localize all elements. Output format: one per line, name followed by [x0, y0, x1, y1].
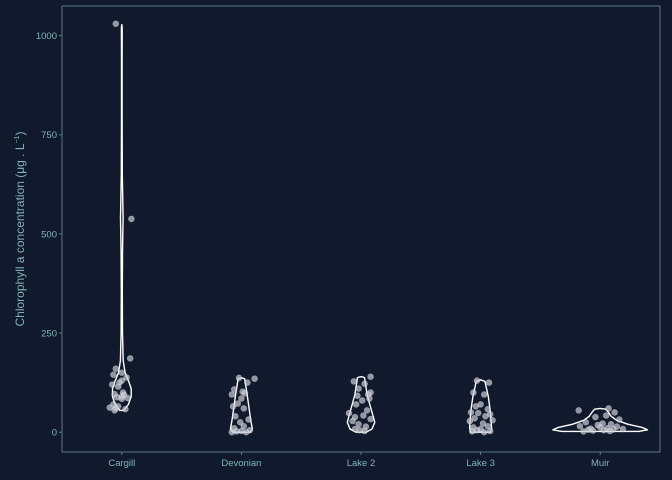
points-layer	[106, 20, 627, 436]
data-point	[611, 409, 618, 416]
violin-cargill	[111, 23, 132, 412]
data-point	[615, 416, 623, 423]
violins-layer	[111, 23, 649, 433]
y-axis-title-main: Chlorophyll a concentration (μg . L	[13, 143, 27, 326]
data-point	[474, 409, 482, 417]
data-point	[345, 409, 353, 417]
y-axis: 0 250 500 750 1000	[36, 31, 62, 438]
data-point	[355, 420, 362, 428]
data-point	[244, 379, 251, 386]
x-tick-label: Muir	[591, 458, 609, 469]
data-point	[123, 374, 130, 381]
y-axis-title-superscript: −1	[14, 135, 21, 143]
data-point	[242, 428, 250, 436]
data-point	[108, 381, 116, 388]
data-point	[124, 394, 132, 402]
data-point	[229, 403, 237, 410]
data-point	[363, 407, 371, 414]
data-point	[366, 395, 373, 402]
data-point	[238, 395, 245, 402]
data-point	[602, 412, 610, 419]
data-point	[126, 355, 134, 362]
data-point	[580, 428, 587, 435]
data-point	[470, 389, 477, 396]
data-point	[236, 418, 244, 426]
data-point	[472, 403, 480, 410]
data-point	[234, 400, 242, 407]
data-point	[582, 418, 590, 426]
y-axis-title-close: )	[13, 132, 27, 136]
data-point	[361, 380, 368, 388]
data-point	[118, 369, 126, 377]
data-point	[355, 385, 362, 392]
data-point	[468, 428, 476, 435]
x-tick-label: Lake 2	[347, 458, 376, 469]
data-point	[619, 425, 627, 433]
data-point	[479, 420, 487, 427]
data-point	[350, 378, 358, 385]
data-point	[112, 365, 120, 373]
data-point	[128, 215, 135, 223]
y-tick-label: 250	[41, 328, 57, 339]
y-tick-label: 500	[41, 229, 57, 240]
data-point	[600, 426, 608, 434]
data-point	[240, 405, 248, 412]
plot-panel-border	[61, 5, 661, 453]
data-point	[241, 389, 249, 397]
y-axis-title: Chlorophyll a concentration (μg . L−1)	[13, 132, 27, 327]
data-point	[361, 427, 368, 435]
data-point	[235, 374, 243, 382]
data-point	[228, 391, 236, 398]
data-point	[575, 407, 583, 414]
data-point	[360, 412, 367, 419]
data-point	[110, 371, 117, 379]
y-tick-label: 750	[41, 130, 57, 141]
data-point	[589, 427, 597, 434]
data-point	[473, 377, 481, 384]
data-point	[114, 383, 122, 390]
data-point	[607, 420, 615, 428]
data-point	[111, 407, 118, 414]
data-point	[245, 416, 252, 423]
x-axis: Cargill Devonian Lake 2 Lake 3 Muir	[108, 452, 609, 469]
data-point	[489, 416, 496, 424]
data-point	[112, 20, 120, 28]
data-point	[466, 417, 474, 425]
x-tick-label: Devonian	[221, 458, 261, 469]
data-point	[484, 405, 492, 413]
data-point	[106, 404, 114, 411]
data-point	[592, 413, 599, 421]
data-point	[485, 379, 493, 386]
data-point	[354, 392, 361, 400]
y-tick-label: 1000	[36, 31, 57, 42]
data-point	[228, 428, 236, 436]
data-point	[118, 395, 126, 403]
violin-muir	[552, 407, 649, 433]
data-point	[349, 417, 356, 425]
data-point	[352, 401, 360, 408]
data-point	[486, 427, 494, 435]
data-point	[480, 428, 488, 436]
data-point	[482, 412, 489, 420]
data-point	[367, 415, 374, 423]
data-point	[251, 375, 258, 383]
data-point	[367, 373, 374, 381]
data-point	[576, 422, 584, 430]
x-tick-label: Lake 3	[466, 458, 495, 469]
data-point	[471, 414, 478, 422]
data-point	[358, 397, 366, 404]
data-point	[230, 386, 238, 393]
data-point	[232, 412, 239, 420]
y-tick-label: 0	[52, 427, 57, 438]
data-point	[605, 405, 612, 412]
data-point	[480, 391, 488, 398]
data-point	[606, 427, 614, 435]
x-tick-label: Cargill	[108, 458, 135, 469]
violin-lake-2	[346, 376, 376, 433]
data-point	[122, 405, 129, 413]
data-point	[467, 409, 475, 416]
